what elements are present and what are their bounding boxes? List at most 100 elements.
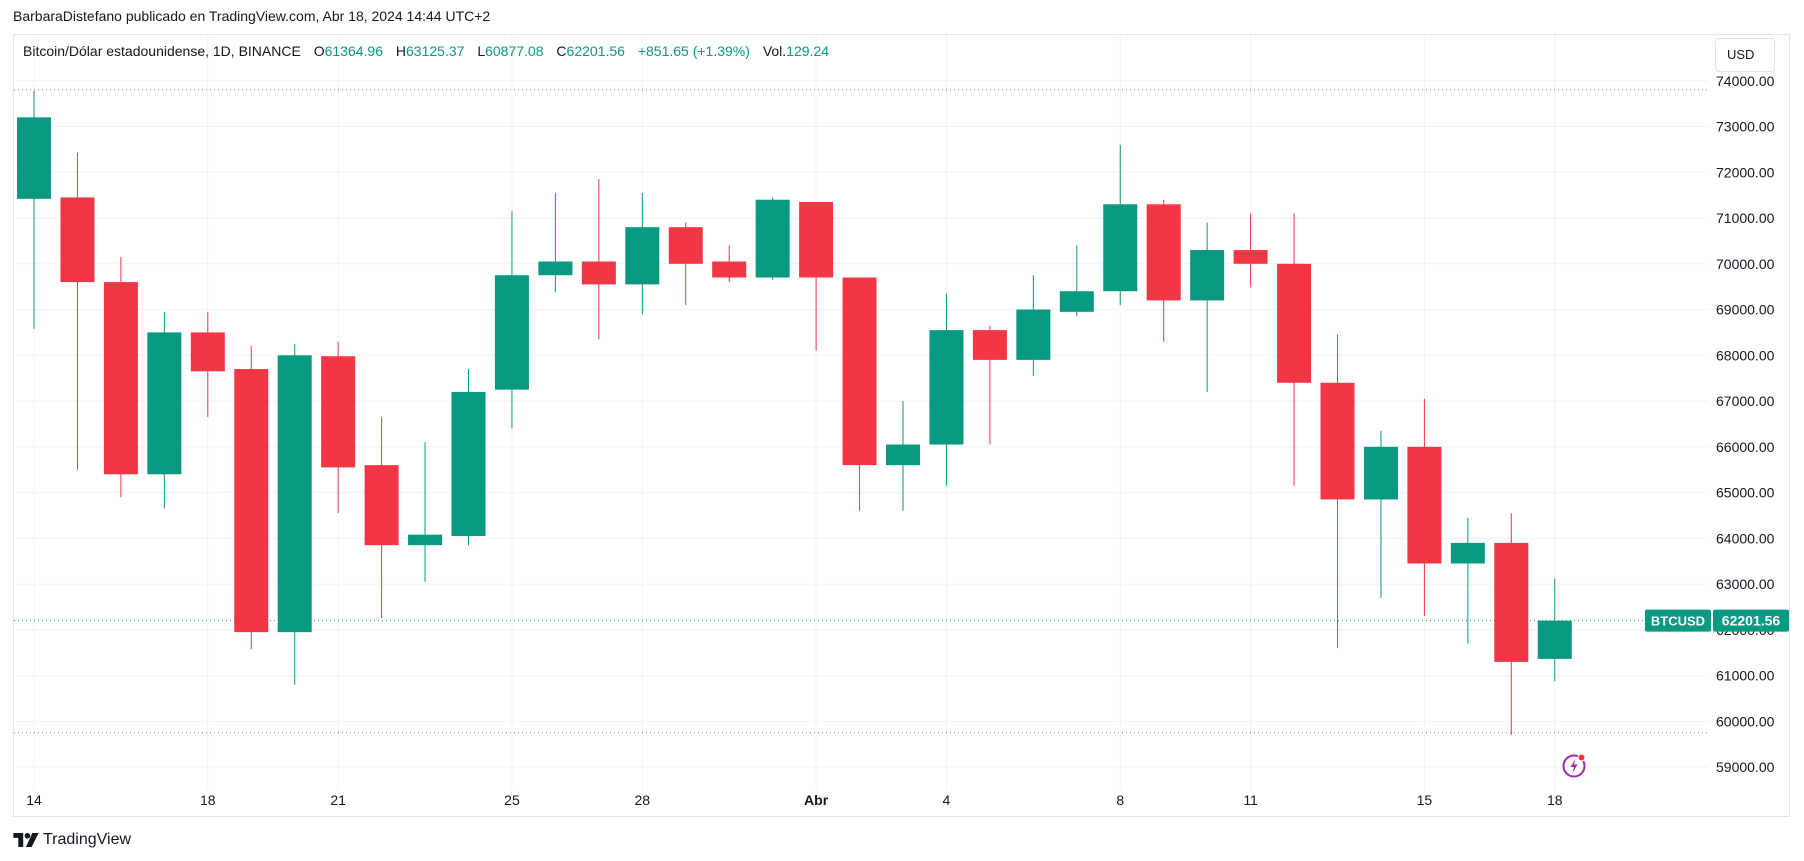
change-value: +851.65 (+1.39%): [637, 43, 750, 59]
y-tick-label: 67000.00: [1716, 393, 1775, 409]
candle-body: [277, 355, 312, 633]
publish-info: BarbaraDistefano publicado en TradingVie…: [13, 8, 491, 24]
candle-body: [1407, 446, 1442, 564]
candle-body: [581, 261, 616, 285]
y-tick-label: 74000.00: [1716, 73, 1775, 89]
candle[interactable]: [929, 293, 964, 486]
candle-body: [972, 330, 1007, 360]
x-tick-label: 11: [1243, 792, 1258, 808]
candle-body: [408, 534, 443, 546]
candle-body: [60, 197, 95, 283]
candle[interactable]: [1233, 213, 1268, 287]
candle-body: [1146, 204, 1181, 301]
high-value: 63125.37: [406, 43, 465, 59]
candle[interactable]: [103, 256, 138, 498]
candle[interactable]: [1146, 199, 1181, 342]
candle-body: [1103, 204, 1138, 292]
candle-body: [712, 261, 747, 278]
candle-body: [103, 282, 138, 475]
y-tick-label: 65000.00: [1716, 485, 1775, 501]
symbol-tag-text: BTCUSD: [1651, 614, 1705, 629]
y-tick-label: 64000.00: [1716, 530, 1775, 546]
candle[interactable]: [842, 277, 877, 511]
candle[interactable]: [1363, 430, 1398, 598]
y-tick-label: 73000.00: [1716, 119, 1775, 135]
x-tick-label: 28: [635, 792, 651, 808]
low-value: 60877.08: [485, 43, 544, 59]
open-value: 61364.96: [324, 43, 383, 59]
candle-body: [190, 332, 225, 372]
candle[interactable]: [364, 417, 399, 619]
y-tick-label: 63000.00: [1716, 576, 1775, 592]
candle[interactable]: [60, 152, 95, 470]
y-tick-label: 59000.00: [1716, 759, 1775, 775]
y-tick-label: 68000.00: [1716, 347, 1775, 363]
candle[interactable]: [538, 192, 573, 293]
x-tick-label: 25: [504, 792, 520, 808]
candle[interactable]: [1103, 144, 1138, 305]
x-tick-label: 21: [330, 792, 346, 808]
candle-body: [1277, 263, 1312, 383]
candle[interactable]: [147, 311, 182, 509]
candle[interactable]: [190, 311, 225, 418]
price-tag-text: 62201.56: [1722, 613, 1781, 629]
close-label: C: [556, 43, 567, 59]
chart-frame: [13, 34, 1790, 817]
y-tick-label: 66000.00: [1716, 439, 1775, 455]
candle[interactable]: [1494, 513, 1529, 736]
candle[interactable]: [1059, 245, 1094, 317]
candle[interactable]: [1407, 398, 1442, 617]
candle[interactable]: [1190, 222, 1225, 392]
currency-button[interactable]: USD: [1715, 38, 1775, 72]
candle-body: [1537, 620, 1572, 659]
candle[interactable]: [408, 442, 443, 582]
candle-body: [1363, 446, 1398, 500]
y-tick-label: 72000.00: [1716, 164, 1775, 180]
candle[interactable]: [1016, 275, 1051, 376]
high-label: H: [395, 43, 407, 59]
candle-body: [886, 444, 920, 466]
candle-body: [1320, 382, 1355, 500]
candle[interactable]: [451, 369, 486, 546]
last-price-tag[interactable]: BTCUSD 62201.56: [1645, 609, 1789, 632]
candle[interactable]: [234, 346, 269, 650]
open-label: O: [313, 43, 325, 59]
symbol-title[interactable]: Bitcoin/Dólar estadounidense, 1D, BINANC…: [23, 43, 301, 59]
x-tick-label: 8: [1116, 792, 1124, 808]
candle[interactable]: [1450, 517, 1485, 644]
candle[interactable]: [494, 211, 529, 429]
tradingview-logo[interactable]: TradingView: [13, 829, 131, 851]
x-tick-label: 4: [943, 792, 951, 808]
candle-body: [1233, 250, 1268, 264]
candle[interactable]: [17, 90, 51, 329]
candle[interactable]: [1320, 334, 1355, 649]
candle[interactable]: [799, 202, 834, 351]
volume-label: Vol.: [762, 43, 787, 59]
candle[interactable]: [625, 192, 660, 315]
candle-body: [929, 330, 964, 445]
x-tick-label: 15: [1417, 792, 1433, 808]
candle[interactable]: [1277, 213, 1312, 486]
tradingview-brand: TradingView: [43, 831, 132, 848]
candle[interactable]: [886, 401, 920, 511]
candle-body: [1016, 309, 1051, 360]
candle-body: [1450, 542, 1485, 564]
candle-body: [1494, 542, 1529, 662]
candle[interactable]: [277, 343, 312, 685]
candle[interactable]: [668, 222, 703, 305]
candle[interactable]: [1537, 578, 1572, 682]
candle-body: [842, 277, 877, 466]
x-tick-label: 18: [1547, 792, 1563, 808]
candle-body: [451, 391, 486, 537]
candle[interactable]: [321, 341, 356, 514]
candle-body: [625, 227, 660, 285]
candle-body: [147, 332, 182, 475]
candle[interactable]: [712, 245, 747, 283]
candle-body: [538, 261, 573, 276]
candle-body: [234, 369, 269, 633]
candle[interactable]: [972, 325, 1007, 445]
lightning-alert-icon[interactable]: [1560, 751, 1588, 779]
candle[interactable]: [581, 179, 616, 340]
candle[interactable]: [755, 197, 790, 280]
